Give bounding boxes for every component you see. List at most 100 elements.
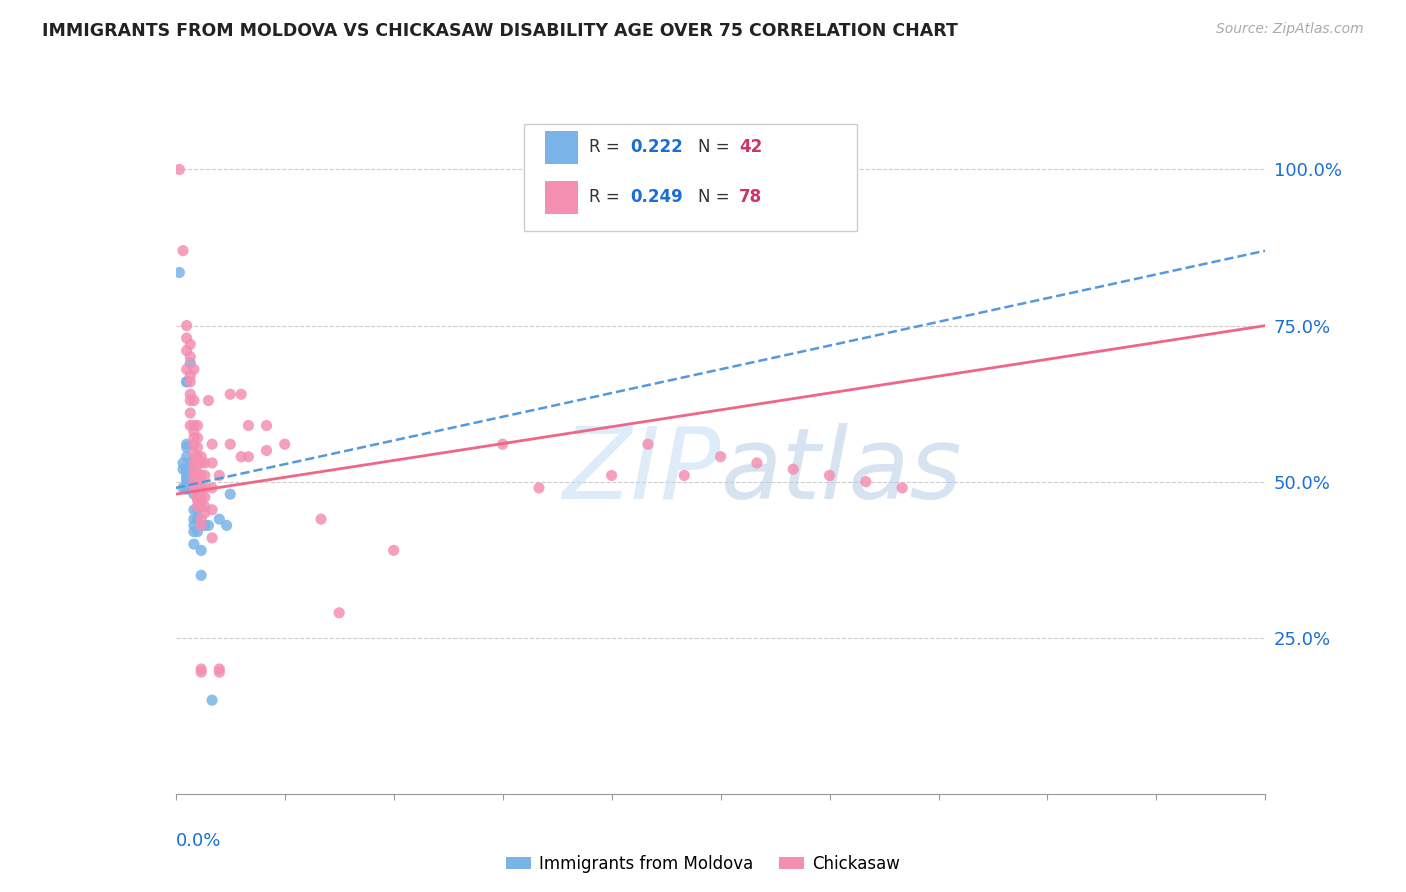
Point xyxy=(186,440,209,454)
Point xyxy=(179,418,201,433)
Point xyxy=(190,662,212,676)
Point xyxy=(183,437,205,451)
Point xyxy=(194,500,217,514)
Point xyxy=(186,524,209,539)
Point xyxy=(176,318,198,333)
Point xyxy=(183,518,205,533)
Point xyxy=(176,375,198,389)
Point xyxy=(176,437,198,451)
Point xyxy=(201,503,224,517)
Text: 0.249: 0.249 xyxy=(630,188,683,206)
Point xyxy=(183,462,205,476)
Text: ZIP: ZIP xyxy=(562,423,721,519)
Point xyxy=(176,462,198,476)
Text: 42: 42 xyxy=(740,138,762,156)
Point xyxy=(855,475,877,489)
Point xyxy=(183,431,205,445)
Point xyxy=(179,375,201,389)
Point xyxy=(186,493,209,508)
Point xyxy=(274,437,297,451)
Point xyxy=(190,518,212,533)
Text: R =: R = xyxy=(589,188,624,206)
Point xyxy=(183,524,205,539)
Point xyxy=(176,440,198,454)
Point xyxy=(172,462,194,476)
Point xyxy=(710,450,733,464)
Point xyxy=(172,456,194,470)
Point xyxy=(194,481,217,495)
Point xyxy=(179,368,201,383)
Point xyxy=(183,512,205,526)
Point xyxy=(183,468,205,483)
Text: Source: ZipAtlas.com: Source: ZipAtlas.com xyxy=(1216,22,1364,37)
Point xyxy=(219,387,242,401)
Point xyxy=(194,456,217,470)
Point xyxy=(190,481,212,495)
Text: IMMIGRANTS FROM MOLDOVA VS CHICKASAW DISABILITY AGE OVER 75 CORRELATION CHART: IMMIGRANTS FROM MOLDOVA VS CHICKASAW DIS… xyxy=(42,22,957,40)
Point xyxy=(186,450,209,464)
Point xyxy=(637,437,659,451)
Point xyxy=(176,481,198,495)
Point xyxy=(190,500,212,514)
Point xyxy=(382,543,405,558)
Point xyxy=(176,475,198,489)
Point xyxy=(183,481,205,495)
Point xyxy=(186,500,209,514)
Point xyxy=(201,693,224,707)
Point xyxy=(190,665,212,680)
Point xyxy=(745,456,768,470)
Point xyxy=(238,418,260,433)
Point xyxy=(183,475,205,489)
Point xyxy=(194,518,217,533)
Point xyxy=(782,462,804,476)
Point xyxy=(194,491,217,505)
Point xyxy=(219,487,242,501)
Point xyxy=(179,350,201,364)
Point xyxy=(169,162,191,177)
Point xyxy=(176,466,198,480)
Point xyxy=(190,456,212,470)
Point xyxy=(197,518,219,533)
Point xyxy=(186,487,209,501)
Point xyxy=(179,456,201,470)
Text: R =: R = xyxy=(589,138,624,156)
Point xyxy=(208,662,231,676)
Point xyxy=(186,503,209,517)
Point xyxy=(201,437,224,451)
Point xyxy=(183,362,205,376)
Point xyxy=(176,375,198,389)
Point xyxy=(183,456,205,470)
FancyBboxPatch shape xyxy=(546,131,578,164)
Point xyxy=(179,393,201,408)
FancyBboxPatch shape xyxy=(524,124,856,231)
Point xyxy=(176,343,198,358)
Text: 0.0%: 0.0% xyxy=(176,831,221,850)
Point xyxy=(176,362,198,376)
Point xyxy=(186,466,209,480)
Point xyxy=(183,393,205,408)
Point xyxy=(219,437,242,451)
Point xyxy=(186,418,209,433)
Point xyxy=(231,450,253,464)
Point xyxy=(176,481,198,495)
Point xyxy=(176,450,198,464)
Point xyxy=(492,437,515,451)
Point xyxy=(186,512,209,526)
Point xyxy=(201,481,224,495)
Point xyxy=(328,606,350,620)
Point xyxy=(183,503,205,517)
Point xyxy=(197,393,219,408)
Text: atlas: atlas xyxy=(721,423,962,519)
Point xyxy=(891,481,914,495)
Point xyxy=(186,456,209,470)
Point xyxy=(190,468,212,483)
Point xyxy=(600,468,623,483)
Point xyxy=(186,491,209,505)
Point xyxy=(208,468,231,483)
Point xyxy=(179,387,201,401)
Point xyxy=(179,462,201,476)
Point xyxy=(190,568,212,582)
Point xyxy=(256,443,278,458)
Point xyxy=(194,506,217,520)
Point xyxy=(201,456,224,470)
